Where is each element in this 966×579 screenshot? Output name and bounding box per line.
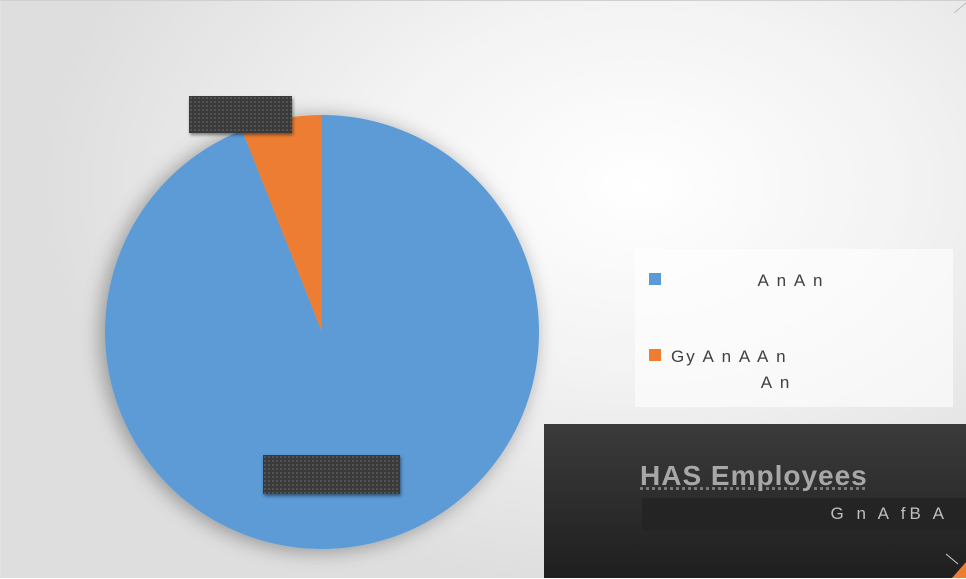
overlay-subtitle-bar: G n A fB A (642, 498, 966, 530)
data-label-blue-slice[interactable] (263, 455, 400, 494)
data-label-orange-slice[interactable] (189, 96, 292, 133)
legend-swatch-orange (649, 349, 661, 361)
chart-legend[interactable]: A n A n Gy A n A A n A n (635, 249, 953, 407)
legend-label: Gy A n A A n (671, 345, 911, 369)
legend-label: A n A n (671, 269, 911, 293)
overlay-bar-text: G n A fB A (831, 504, 949, 524)
legend-swatch-blue (649, 273, 661, 285)
slide-thumbnail-overlay[interactable]: HAS Employees G n A fB A (544, 424, 966, 578)
legend-label-line2: A n (671, 371, 881, 395)
orange-corner-icon (944, 552, 966, 578)
overlay-title: HAS Employees (640, 460, 966, 492)
corner-tick-icon (954, 1, 966, 13)
